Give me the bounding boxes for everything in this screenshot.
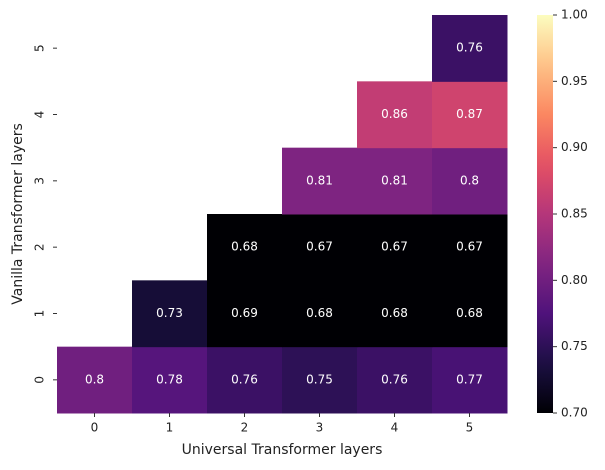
cell-label: 0.78: [156, 372, 183, 386]
y-axis-label: Vanilla Transformer layers: [10, 123, 26, 305]
cell-label: 0.67: [306, 240, 333, 254]
heatmap-cell: [282, 214, 358, 281]
heatmap-cell: [132, 280, 208, 348]
heatmap-cell: [207, 280, 283, 348]
x-tick-label: 0: [91, 421, 99, 435]
x-tick-label: 1: [166, 421, 174, 435]
heatmap-cell: [432, 81, 508, 149]
y-tick-label: 4: [33, 111, 47, 119]
cell-label: 0.67: [381, 240, 408, 254]
cell-label: 0.69: [231, 306, 258, 320]
heatmap-cell: [282, 280, 358, 348]
x-tick-label: 5: [466, 421, 474, 435]
cell-label: 0.76: [231, 372, 258, 386]
heatmap-cell: [282, 346, 358, 414]
y-tick-label: 3: [33, 177, 47, 185]
colorbar-tick-label: 0.80: [561, 273, 588, 287]
colorbar-tick-label: 0.70: [561, 406, 588, 420]
colorbar-tick-label: 0.90: [561, 140, 588, 154]
heatmap-cell: [132, 346, 208, 414]
cell-label: 0.81: [306, 173, 333, 187]
cell-label: 0.86: [381, 107, 408, 121]
cell-label: 0.77: [456, 372, 483, 386]
heatmap-cell: [357, 81, 433, 149]
heatmap-cell: [207, 346, 283, 414]
cell-label: 0.75: [306, 372, 333, 386]
heatmap-cell: [57, 346, 133, 414]
y-tick-label: 0: [33, 376, 47, 384]
heatmap-cell: [432, 280, 508, 348]
cell-label: 0.76: [381, 372, 408, 386]
heatmap-cell: [432, 214, 508, 281]
heatmap-cell: [432, 346, 508, 414]
cell-label: 0.76: [456, 41, 483, 55]
heatmap-cell: [357, 280, 433, 348]
x-axis-label: Universal Transformer layers: [182, 442, 383, 458]
cell-label: 0.68: [381, 306, 408, 320]
cell-label: 0.8: [85, 372, 104, 386]
x-tick-label: 3: [316, 421, 324, 435]
x-tick-label: 4: [391, 421, 399, 435]
y-tick-label: 5: [33, 44, 47, 52]
colorbar-tick-label: 0.75: [561, 339, 588, 353]
heatmap-cell: [357, 147, 433, 215]
cell-label: 0.8: [460, 173, 479, 187]
heatmap-cell: [357, 346, 433, 414]
colorbar-tick-label: 0.95: [561, 74, 588, 88]
colorbar-tick-label: 1.00: [561, 8, 588, 22]
cell-label: 0.67: [456, 240, 483, 254]
cell-label: 0.87: [456, 107, 483, 121]
cell-label: 0.68: [306, 306, 333, 320]
colorbar-tick-label: 0.85: [561, 207, 588, 221]
cell-label: 0.68: [231, 240, 258, 254]
cell-label: 0.68: [456, 306, 483, 320]
heatmap-cell: [432, 147, 508, 215]
heatmap-cell: [207, 214, 283, 281]
heatmap-cell: [432, 15, 508, 82]
y-tick-label: 2: [33, 243, 47, 251]
x-tick-label: 2: [241, 421, 249, 435]
y-tick-label: 1: [33, 310, 47, 318]
cell-label: 0.81: [381, 173, 408, 187]
heatmap-cell: [282, 147, 358, 215]
heatmap-cell: [357, 214, 433, 281]
cell-label: 0.73: [156, 306, 183, 320]
colorbar: [537, 15, 553, 413]
